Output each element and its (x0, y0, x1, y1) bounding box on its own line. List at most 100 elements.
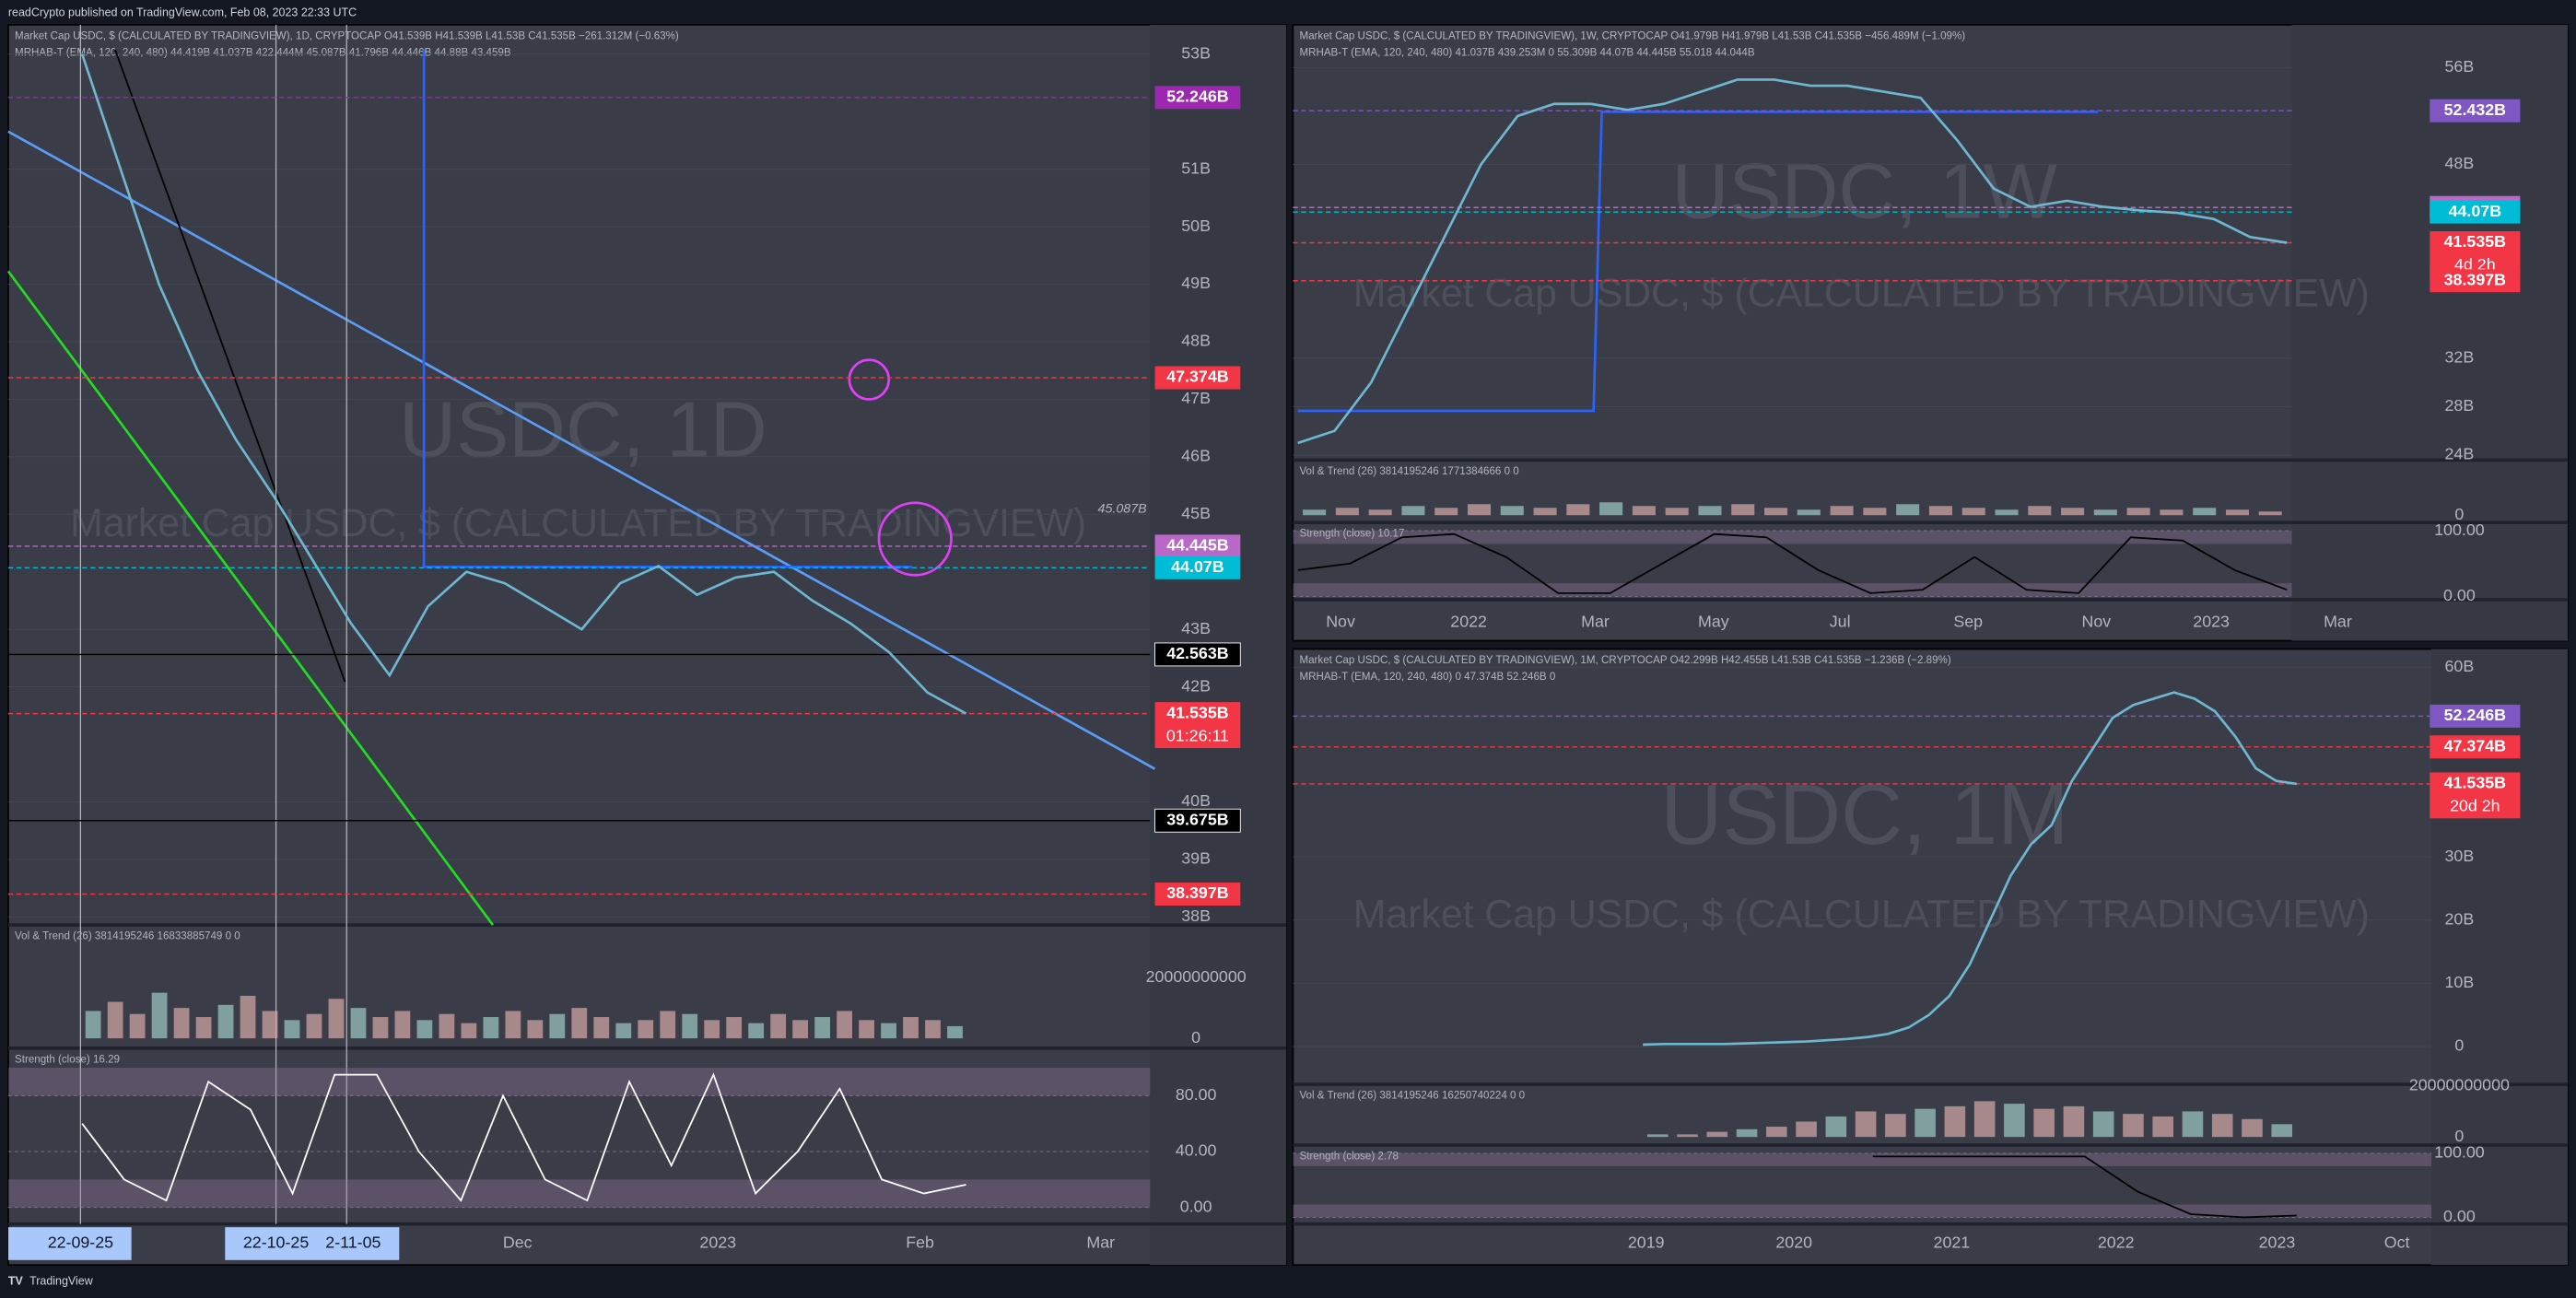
volume-bar (1961, 508, 1985, 516)
x-tick-label: Nov (2081, 613, 2111, 631)
y-tick-label: 38B (1181, 906, 1211, 925)
y-tick-label: 47B (1181, 389, 1211, 407)
volume-bar (1401, 506, 1425, 516)
price-axis (2291, 24, 2569, 641)
volume-bar (1766, 1127, 1787, 1138)
legend: Market Cap USDC, $ (CALCULATED BY TRADIN… (1299, 30, 1965, 41)
x-tick-label: Jul (1830, 613, 1851, 631)
volume-bar (2193, 508, 2217, 516)
y-tick-label: 46B (1181, 447, 1211, 465)
watermark: USDC, 1M (1660, 766, 2068, 862)
volume-bar (1830, 506, 1854, 516)
volume-bar (439, 1013, 455, 1039)
trend-line (6, 270, 495, 926)
volume-bar (1434, 508, 1458, 516)
x-tick-label: Dec (503, 1234, 533, 1252)
volume-bar (903, 1017, 919, 1039)
volume-bar (792, 1020, 809, 1039)
volume-bar (571, 1008, 588, 1039)
trend-line (7, 130, 1156, 770)
x-tick-label: 2023 (699, 1234, 736, 1252)
volume-bar (1467, 504, 1492, 516)
volume-bar (682, 1013, 698, 1039)
volume-bar (2063, 1105, 2085, 1138)
strength-line (1297, 532, 2288, 594)
volume-bar (2160, 509, 2184, 516)
countdown: 4d 2h (2454, 255, 2496, 274)
volume-bar (593, 1017, 610, 1039)
volume-bar (284, 1020, 300, 1039)
strength-label: Strength (close) 2.78 (1299, 1152, 1398, 1163)
volume-bar (2033, 1108, 2055, 1138)
volume-tick-label: 20000000000 (1146, 967, 1247, 986)
volume-bar (748, 1023, 765, 1039)
price-tag (2430, 704, 2521, 728)
y-tick-label: 53B (1181, 43, 1211, 62)
x-tick-label: Feb (906, 1234, 934, 1252)
strength-band (7, 1179, 1151, 1208)
volume-bar (925, 1020, 941, 1039)
x-tick-label: Mar (2324, 613, 2352, 631)
strength-band (1293, 1204, 2432, 1218)
volume-bar (726, 1017, 743, 1039)
volume-label: Vol & Trend (26) 3814195246 16833885749 … (15, 931, 240, 942)
price-tag-label: 38.397B (2444, 270, 2507, 288)
price-tag (1154, 86, 1241, 110)
legend: MRHAB-T (EMA, 120, 240, 480) 44.419B 41.… (15, 47, 511, 58)
y-tick-label: 51B (1181, 158, 1211, 177)
x-tick-label: Oct (2384, 1234, 2410, 1252)
volume-bar (1698, 506, 1722, 516)
volume-bar (1566, 504, 1590, 516)
strength-band (1293, 1152, 2432, 1166)
volume-bar (2258, 511, 2282, 516)
volume-bar (1665, 508, 1689, 516)
volume-bar (2093, 509, 2117, 516)
volume-bar (1855, 1111, 1877, 1138)
volume-tick-label: 0 (2454, 1127, 2464, 1145)
volume-bar (262, 1011, 278, 1039)
y-tick-label: 32B (2445, 348, 2475, 367)
watermark-subtitle: Market Cap USDC, $ (CALCULATED BY TRADIN… (1353, 271, 2370, 315)
volume-bar (1736, 1128, 1758, 1138)
volume-bar (947, 1025, 963, 1039)
legend: Market Cap USDC, $ (CALCULATED BY TRADIN… (1299, 655, 1950, 666)
volume-bar (2028, 506, 2052, 516)
price-tag (1154, 534, 1241, 558)
volume-bar (350, 1008, 367, 1039)
y-tick-label: 45B (1181, 504, 1211, 522)
volume-bar (1944, 1105, 1966, 1138)
legend: MRHAB-T (EMA, 120, 240, 480) 41.037B 439… (1299, 47, 1754, 58)
y-tick-label: 42B (1181, 676, 1211, 695)
price-tag (1154, 883, 1241, 906)
volume-bar (107, 1001, 123, 1039)
price-tag-label: 41.535B (2444, 232, 2507, 251)
volume-bar (151, 992, 168, 1039)
volume-bar (2092, 1111, 2114, 1138)
volume-bar (505, 1011, 521, 1039)
volume-label: Vol & Trend (26) 3814195246 16250740224 … (1299, 1091, 1525, 1102)
price-tag-label: 52.246B (2444, 706, 2507, 724)
volume-bar (1885, 1114, 1906, 1138)
volume-bar (2126, 508, 2150, 516)
volume-bar (2182, 1111, 2204, 1138)
volume-bar (240, 995, 256, 1039)
pane (1292, 648, 2569, 1267)
x-tick-label: Sep (1953, 613, 1983, 631)
y-tick-label: 24B (2445, 445, 2475, 463)
volume-label: Vol & Trend (26) 3814195246 1771384666 0… (1299, 466, 1518, 477)
price-tag (1154, 702, 1241, 749)
volume-bar (306, 1013, 322, 1039)
y-tick-label: 56B (2445, 57, 2475, 76)
trend-line (113, 49, 346, 683)
volume-bar (2004, 1104, 2025, 1138)
y-tick-label: 30B (2445, 847, 2475, 865)
strength-tick-label: 0.00 (2443, 586, 2476, 604)
volume-bar (2211, 1114, 2233, 1138)
volume-bar (1368, 509, 1392, 516)
volume-bar (2123, 1114, 2144, 1138)
volume-bar (1796, 1121, 1817, 1138)
watermark-subtitle: Market Cap USDC, $ (CALCULATED BY TRADIN… (1353, 892, 2370, 936)
y-tick-label: 43B (1181, 619, 1211, 637)
volume-bar (1914, 1108, 1936, 1138)
